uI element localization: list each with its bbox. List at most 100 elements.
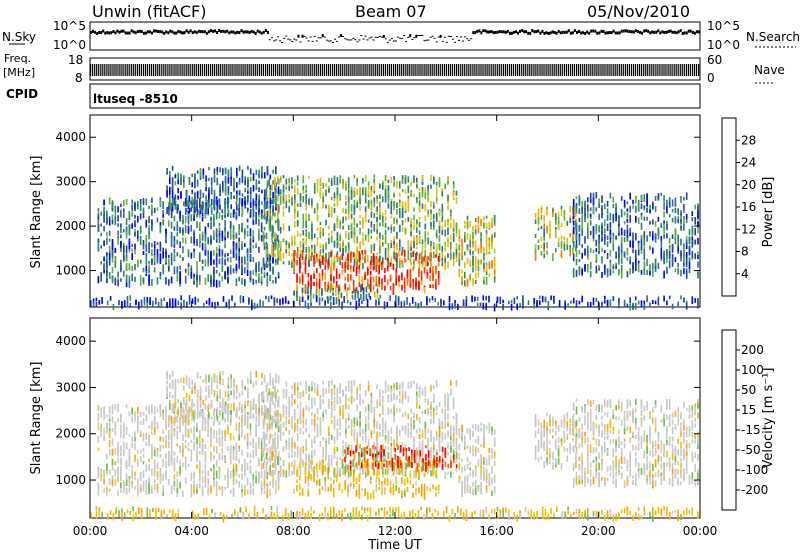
data-cell	[409, 258, 412, 263]
data-cell	[420, 301, 422, 305]
data-cell	[609, 249, 612, 257]
data-cell	[232, 251, 235, 258]
data-cell	[677, 219, 679, 224]
data-cell	[244, 434, 246, 440]
data-cell	[120, 278, 122, 282]
data-cell	[120, 418, 122, 422]
data-cell	[448, 296, 451, 303]
data-cell	[142, 251, 145, 255]
data-cell	[441, 246, 444, 254]
data-cell	[305, 247, 307, 253]
data-cell	[311, 220, 313, 225]
data-cell	[578, 208, 581, 214]
data-cell	[321, 276, 324, 281]
data-cell	[128, 241, 131, 250]
data-cell	[386, 302, 389, 308]
nsky-bar	[120, 29, 123, 33]
data-cell	[587, 212, 589, 219]
data-cell	[112, 303, 115, 311]
data-cell	[159, 222, 162, 226]
data-cell	[173, 417, 176, 424]
freq-bar	[606, 64, 608, 76]
data-cell	[581, 227, 583, 233]
data-cell	[213, 232, 215, 237]
nsky-bar	[523, 30, 526, 34]
data-cell	[401, 226, 404, 232]
data-cell	[464, 235, 466, 243]
data-cell	[185, 194, 188, 202]
data-cell	[193, 251, 195, 258]
data-cell	[348, 284, 351, 290]
data-cell	[668, 251, 671, 259]
freq-bar	[287, 64, 289, 76]
data-cell	[483, 216, 485, 221]
data-cell	[123, 253, 125, 257]
data-cell	[452, 181, 455, 185]
data-cell	[301, 250, 304, 257]
data-cell	[111, 239, 114, 246]
data-cell	[97, 239, 100, 243]
data-cell	[162, 201, 164, 209]
nsky-tick-top: 10^5	[53, 19, 86, 33]
data-cell	[168, 457, 170, 462]
data-cell	[230, 167, 232, 175]
data-cell	[328, 252, 330, 257]
nsky-bar	[252, 30, 255, 34]
freq-bar	[193, 64, 195, 76]
freq-bar	[382, 64, 384, 76]
data-cell	[493, 248, 496, 254]
nsky-bar	[372, 39, 375, 41]
data-cell	[126, 295, 129, 304]
data-cell	[537, 208, 540, 215]
data-cell	[330, 251, 332, 258]
nsky-panel: N.Sky 10^5 10^0 10^5 10^0 N.Search	[2, 19, 800, 52]
data-cell	[393, 226, 395, 232]
data-cell	[117, 470, 119, 479]
data-cell	[393, 248, 395, 255]
data-cell	[359, 199, 361, 205]
data-cell	[488, 273, 491, 278]
data-cell	[427, 231, 429, 236]
data-cell	[414, 301, 417, 307]
data-cell	[430, 222, 432, 226]
data-cell	[128, 456, 131, 461]
data-cell	[336, 198, 339, 207]
freq-bar	[222, 64, 224, 76]
freq-bar	[517, 64, 519, 76]
data-cell	[296, 252, 298, 258]
data-cell	[117, 404, 119, 413]
data-cell	[244, 231, 246, 239]
data-cell	[595, 248, 598, 252]
data-cell	[424, 261, 427, 267]
data-cell	[120, 459, 122, 466]
data-cell	[142, 411, 145, 416]
freq-bar	[649, 64, 651, 76]
data-cell	[179, 273, 181, 281]
data-cell	[352, 265, 355, 272]
data-cell	[383, 301, 386, 310]
data-cell	[128, 411, 131, 417]
data-cell	[241, 169, 244, 177]
nsky-bar	[319, 37, 322, 39]
data-cell	[224, 209, 226, 215]
freq-bar	[576, 64, 578, 76]
data-cell	[277, 214, 279, 219]
data-cell	[183, 299, 185, 307]
data-cell	[151, 488, 153, 494]
data-cell	[311, 252, 313, 257]
data-cell	[674, 197, 677, 206]
freq-bar	[494, 64, 496, 76]
data-cell	[472, 255, 474, 264]
data-cell	[162, 409, 164, 415]
freq-bar	[358, 64, 360, 76]
freq-bar	[362, 64, 364, 76]
data-cell	[345, 216, 347, 221]
data-cell	[128, 488, 131, 493]
data-cell	[390, 240, 393, 243]
data-cell	[430, 260, 432, 268]
data-cell	[384, 222, 387, 228]
data-cell	[182, 247, 184, 251]
data-cell	[291, 195, 293, 201]
data-cell	[232, 468, 235, 477]
data-cell	[258, 457, 260, 465]
